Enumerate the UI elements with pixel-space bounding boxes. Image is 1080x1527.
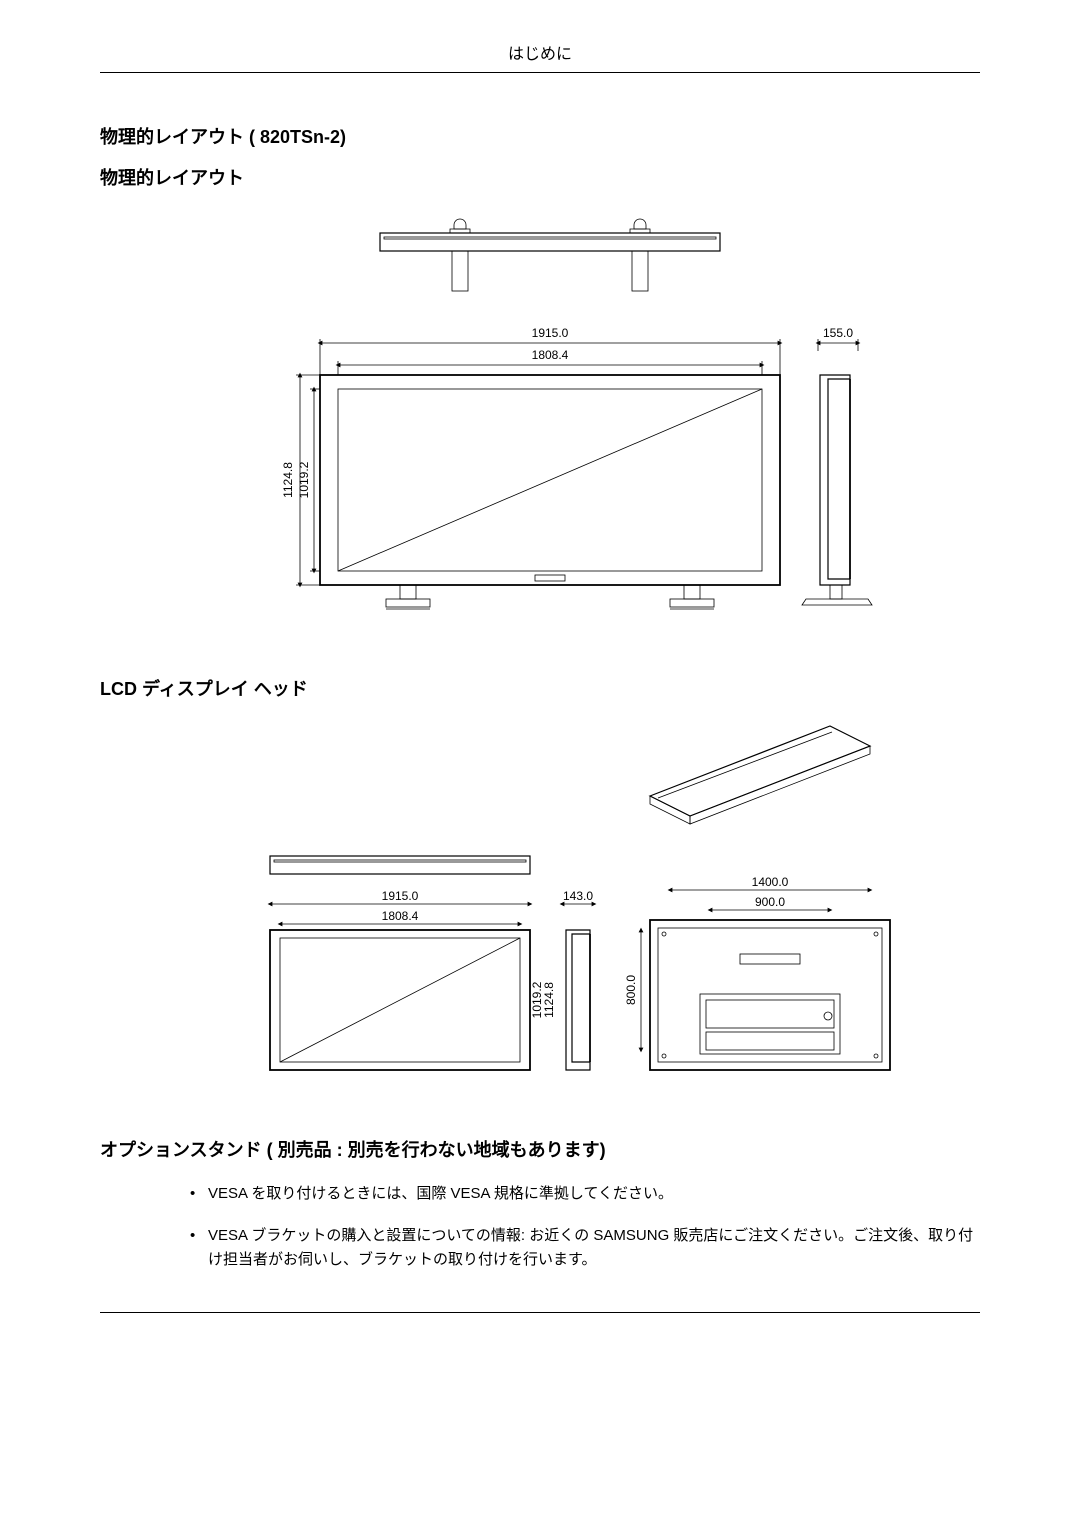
physical-layout-diagram: 1915.0 1808.4 <box>100 205 980 635</box>
dim-outer-height: 1124.8 <box>281 462 295 498</box>
dim2-vesa-h: 800.0 <box>624 975 638 1005</box>
footer-rule <box>100 1312 980 1313</box>
dim2-vesa-inner-w: 900.0 <box>755 895 785 909</box>
dim2-vesa-outer-w: 1400.0 <box>752 875 789 889</box>
list-item: VESA を取り付けるときには、国際 VESA 規格に準拠してください。 <box>190 1182 980 1206</box>
dim2-inner-width: 1808.4 <box>382 909 419 923</box>
dim2-depth: 143.0 <box>563 889 593 903</box>
dim2-outer-width: 1915.0 <box>382 889 419 903</box>
lcd-head-diagram: 1915.0 1808.4 143.0 1019.2 1124.8 <box>100 716 980 1096</box>
list-item: VESA ブラケットの購入と設置についての情報: お近くの SAMSUNG 販売… <box>190 1224 980 1272</box>
page-header: はじめに <box>100 40 980 73</box>
dim2-outer-height: 1124.8 <box>542 982 556 1018</box>
option-stand-bullet-list: VESA を取り付けるときには、国際 VESA 規格に準拠してください。 VES… <box>100 1182 980 1272</box>
section-option-stand-title: オプションスタンド ( 別売品 : 別売を行わない地域もあります) <box>100 1136 980 1162</box>
dim-outer-width: 1915.0 <box>532 326 569 340</box>
dim-depth: 155.0 <box>823 326 853 340</box>
dim-inner-height: 1019.2 <box>297 461 311 498</box>
section-physical-layout-subtitle: 物理的レイアウト <box>100 164 980 190</box>
dim-inner-width: 1808.4 <box>532 348 569 362</box>
section-physical-layout-title: 物理的レイアウト ( 820TSn-2) <box>100 123 980 149</box>
section-lcd-head-title: LCD ディスプレイ ヘッド <box>100 675 980 701</box>
